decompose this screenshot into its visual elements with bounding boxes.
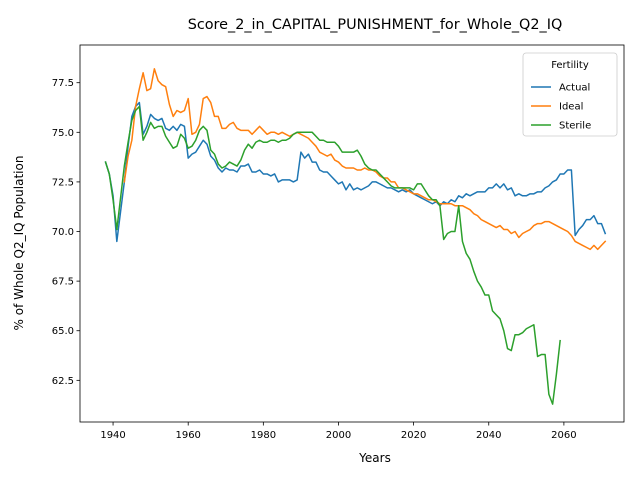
x-axis-label: Years (358, 451, 391, 465)
y-tick-label: 62.5 (52, 376, 74, 387)
legend-label-actual: Actual (559, 83, 590, 94)
x-tick-label: 1940 (100, 430, 125, 441)
legend-box (522, 52, 618, 137)
x-tick-label: 2020 (401, 430, 426, 441)
x-tick-label: 1960 (175, 430, 200, 441)
legend-label-sterile: Sterile (559, 121, 591, 132)
series-line-ideal (123, 68, 607, 251)
chart-title: Score_2_in_CAPITAL_PUNISHMENT_for_Whole_… (188, 17, 563, 33)
x-tick-label: 2060 (551, 430, 576, 441)
series-layer (104, 68, 607, 405)
legend: Fertility Actual Ideal Sterile (522, 52, 618, 137)
y-axis-label: % of Whole Q2_IQ Population (12, 156, 26, 331)
x-tick-label: 2000 (326, 430, 351, 441)
legend-label-ideal: Ideal (559, 102, 583, 113)
y-tick-label: 77.5 (52, 78, 74, 89)
x-tick-label: 1980 (251, 430, 276, 441)
y-tick-label: 65.0 (52, 326, 74, 337)
legend-title: Fertility (551, 60, 589, 71)
axes-layer: 1940 1960 1980 2000 2020 2040 2060 62.5 65.0 67.5… (52, 44, 625, 441)
x-tick-label: 2040 (476, 430, 501, 441)
series-line-actual (104, 101, 607, 243)
plot-frame (79, 44, 625, 423)
y-tick-label: 75.0 (52, 128, 74, 139)
y-tick-label: 72.5 (52, 177, 74, 188)
y-tick-label: 70.0 (52, 227, 74, 238)
y-tick-label: 67.5 (52, 277, 74, 288)
series-line-sterile (104, 105, 561, 405)
